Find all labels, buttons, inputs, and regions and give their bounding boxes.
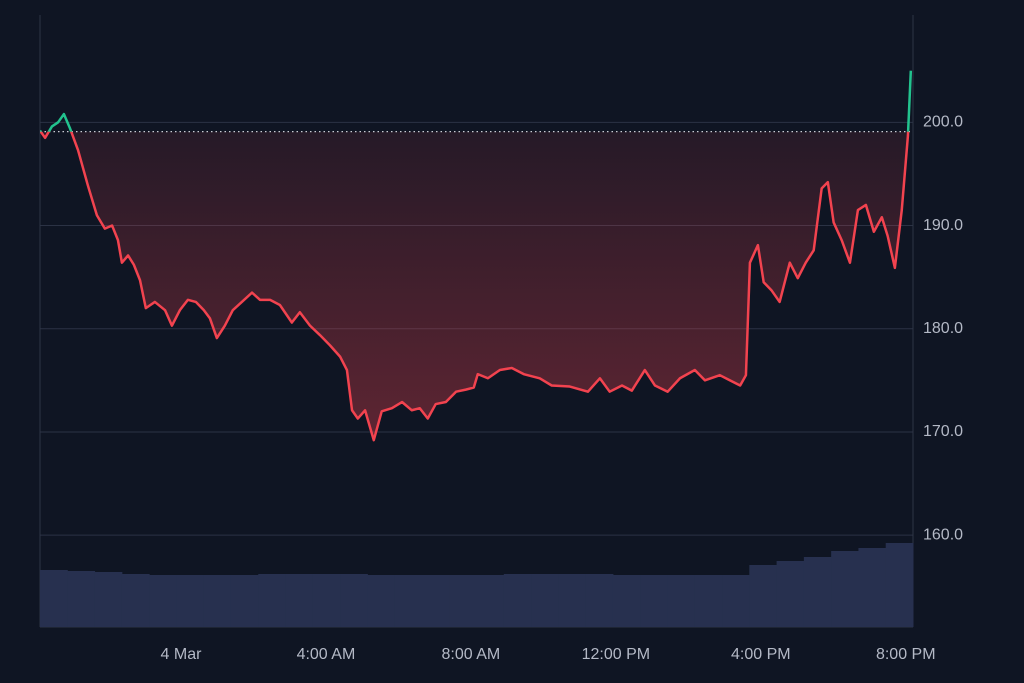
volume-bar [476, 575, 505, 627]
x-tick-label: 4:00 AM [297, 646, 356, 663]
volume-bar [531, 574, 559, 627]
volume-bar [203, 575, 232, 627]
x-tick-label: 4 Mar [161, 646, 203, 663]
volume-bar [776, 561, 805, 627]
volume-bar [149, 575, 177, 627]
volume-bar [340, 574, 368, 627]
volume-bar [421, 575, 450, 627]
volume-bar [503, 574, 532, 627]
y-tick-label: 190.0 [923, 217, 963, 234]
volume-bar [176, 575, 205, 627]
volume-bar [694, 575, 723, 627]
price-line-down [40, 131, 910, 442]
volume-bar [667, 575, 696, 627]
y-tick-label: 180.0 [923, 320, 963, 337]
x-tick-label: 12:00 PM [582, 646, 650, 663]
volume-bar [394, 575, 423, 627]
volume-bar [40, 570, 68, 627]
volume-bar [367, 575, 396, 627]
x-tick-label: 8:00 AM [442, 646, 501, 663]
x-tick-label: 8:00 PM [876, 646, 936, 663]
volume-bar [94, 572, 123, 627]
y-tick-label: 160.0 [923, 526, 963, 543]
volume-bar [230, 575, 259, 627]
volume-bar [803, 557, 832, 627]
volume-bar [640, 575, 668, 627]
volume-bar [258, 574, 287, 627]
x-tick-label: 4:00 PM [731, 646, 791, 663]
volume-bar [722, 575, 750, 627]
volume-bar [749, 565, 778, 627]
volume-bar [285, 574, 314, 627]
volume-bar [449, 575, 477, 627]
volume-bar [312, 574, 341, 627]
volume-bar [858, 548, 887, 627]
volume-bar [585, 574, 614, 627]
volume-bar [885, 543, 914, 627]
volume-bar [558, 574, 587, 627]
y-tick-label: 170.0 [923, 423, 963, 440]
y-tick-label: 200.0 [923, 114, 963, 131]
volume-bar [121, 574, 150, 627]
volume-bar [67, 571, 96, 627]
volume-bar [831, 551, 859, 627]
volume-bar [612, 575, 641, 627]
price-area [40, 131, 911, 441]
